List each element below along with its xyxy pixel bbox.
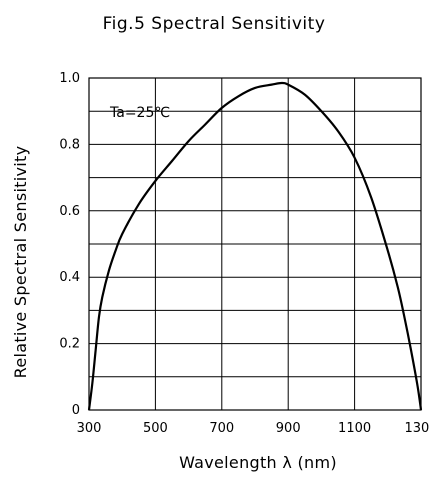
- x-tick-label: 500: [143, 421, 168, 436]
- chart-title: Fig.5 Spectral Sensitivity: [103, 14, 326, 34]
- temperature-annotation: Ta=25℃: [109, 105, 170, 121]
- x-tick-labels: 300 500 700 900 1100 1300: [77, 421, 429, 436]
- x-tick-label: 300: [77, 421, 102, 436]
- y-tick-label: 0.4: [59, 270, 80, 285]
- plot-frame: [88, 77, 422, 411]
- x-tick-label: 1100: [338, 421, 371, 436]
- x-tick-label: 700: [209, 421, 234, 436]
- y-axis-label: Relative Spectral Sensitivity: [11, 146, 30, 379]
- sensitivity-curve: [87, 81, 423, 411]
- x-tick-label: 1300: [404, 421, 429, 436]
- x-axis-label: Wavelength λ (nm): [179, 453, 337, 472]
- y-tick-label: 0.8: [59, 137, 80, 152]
- y-tick-label: 0: [72, 403, 80, 418]
- y-tick-label: 1.0: [59, 71, 80, 86]
- y-tick-labels: 0 0.2 0.4 0.6 0.8 1.0: [59, 71, 80, 418]
- grid-lines: [89, 78, 421, 410]
- y-tick-label: 0.2: [59, 337, 80, 352]
- x-tick-label: 900: [276, 421, 301, 436]
- y-tick-label: 0.6: [59, 204, 80, 219]
